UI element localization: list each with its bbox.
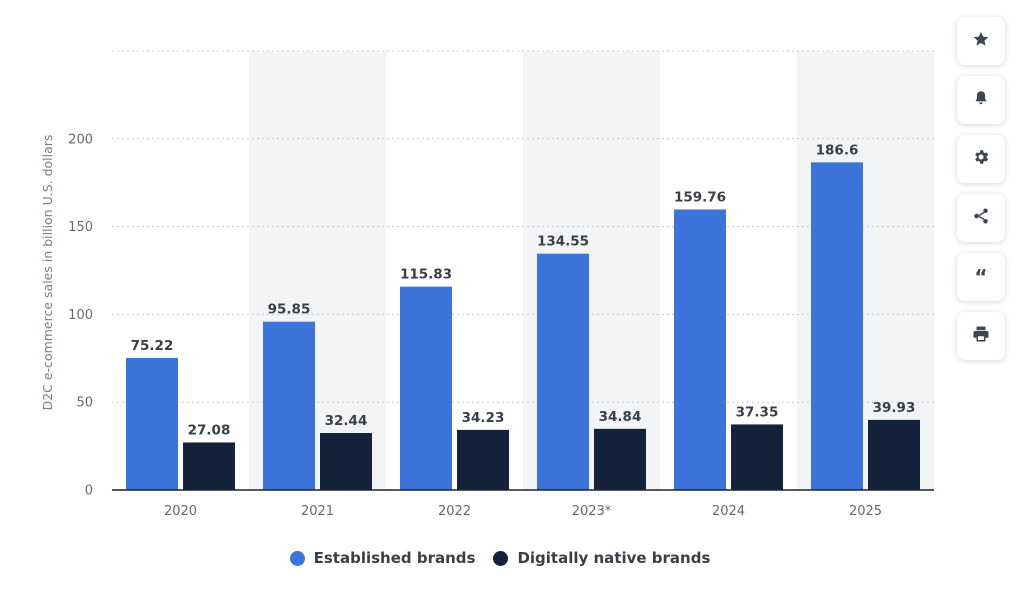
y-tick-label: 50	[76, 396, 93, 411]
share-icon	[972, 207, 990, 230]
y-axis-title: D2C e-commerce sales in billion U.S. dol…	[40, 135, 55, 411]
legend-dot-established	[289, 550, 305, 566]
bar-digitally-native[interactable]	[868, 419, 920, 490]
bar-chart: 75.22 95.85 115.83 134.55 159.76 186.6 27.08 32…	[40, 50, 934, 519]
legend-item-digitally-native[interactable]: Digitally native brands	[493, 549, 710, 567]
data-label: 186.6	[816, 142, 859, 158]
side-toolbar: “	[957, 17, 1007, 371]
data-label: 34.23	[462, 410, 505, 426]
axis-ticks: 0 50 100 150 200 2020 2021 2022 2023* 2024 2025	[68, 132, 934, 519]
bar-digitally-native[interactable]	[320, 433, 372, 490]
x-tick-label: 2022	[438, 504, 471, 519]
y-tick-label: 150	[68, 220, 93, 235]
quote-icon: “	[974, 265, 988, 289]
legend-label-established: Established brands	[313, 549, 476, 567]
notification-button[interactable]	[957, 76, 1005, 124]
x-tick-label: 2021	[301, 504, 334, 519]
data-label: 115.83	[400, 267, 452, 283]
data-label: 32.44	[325, 413, 368, 429]
star-icon	[972, 30, 990, 53]
bar-established[interactable]	[400, 286, 452, 490]
legend-label-digitally-native: Digitally native brands	[517, 549, 711, 567]
gear-icon	[972, 148, 990, 171]
legend-dot-digitally-native	[493, 550, 509, 566]
data-label: 34.84	[599, 409, 642, 425]
x-tick-label: 2024	[712, 504, 745, 519]
bar-established[interactable]	[537, 253, 589, 490]
settings-button[interactable]	[957, 135, 1005, 183]
data-label: 95.85	[268, 302, 311, 318]
bar-digitally-native[interactable]	[594, 428, 646, 490]
bar-established[interactable]	[126, 357, 178, 490]
data-label: 37.35	[736, 404, 779, 420]
bar-established[interactable]	[674, 209, 726, 491]
data-label: 75.22	[131, 338, 174, 354]
y-tick-label: 200	[68, 132, 93, 147]
bar-established[interactable]	[263, 321, 315, 490]
bell-icon	[972, 89, 990, 112]
data-label: 159.76	[674, 189, 726, 205]
x-tick-label: 2025	[849, 504, 882, 519]
category-bands	[249, 51, 934, 490]
gridlines	[112, 50, 934, 403]
value-labels: 75.22 95.85 115.83 134.55 159.76 186.6 27.08 32…	[131, 142, 916, 438]
y-tick-label: 0	[85, 484, 93, 499]
bars	[126, 162, 920, 491]
data-label: 134.55	[537, 234, 589, 250]
bar-digitally-native[interactable]	[183, 442, 235, 490]
data-label: 27.08	[188, 422, 231, 438]
print-button[interactable]	[957, 312, 1005, 360]
x-tick-label: 2020	[164, 504, 197, 519]
share-button[interactable]	[957, 194, 1005, 242]
data-label: 39.93	[873, 400, 916, 416]
y-tick-label: 100	[68, 308, 93, 323]
cite-button[interactable]: “	[957, 253, 1005, 301]
x-tick-label: 2023*	[572, 504, 612, 519]
favorite-button[interactable]	[957, 17, 1005, 65]
bar-established[interactable]	[811, 162, 863, 491]
legend-item-established[interactable]: Established brands	[289, 549, 476, 567]
bar-digitally-native[interactable]	[457, 429, 509, 490]
print-icon	[972, 325, 990, 348]
legend: Established brands Digitally native bran…	[0, 549, 1000, 567]
bar-digitally-native[interactable]	[731, 424, 783, 490]
